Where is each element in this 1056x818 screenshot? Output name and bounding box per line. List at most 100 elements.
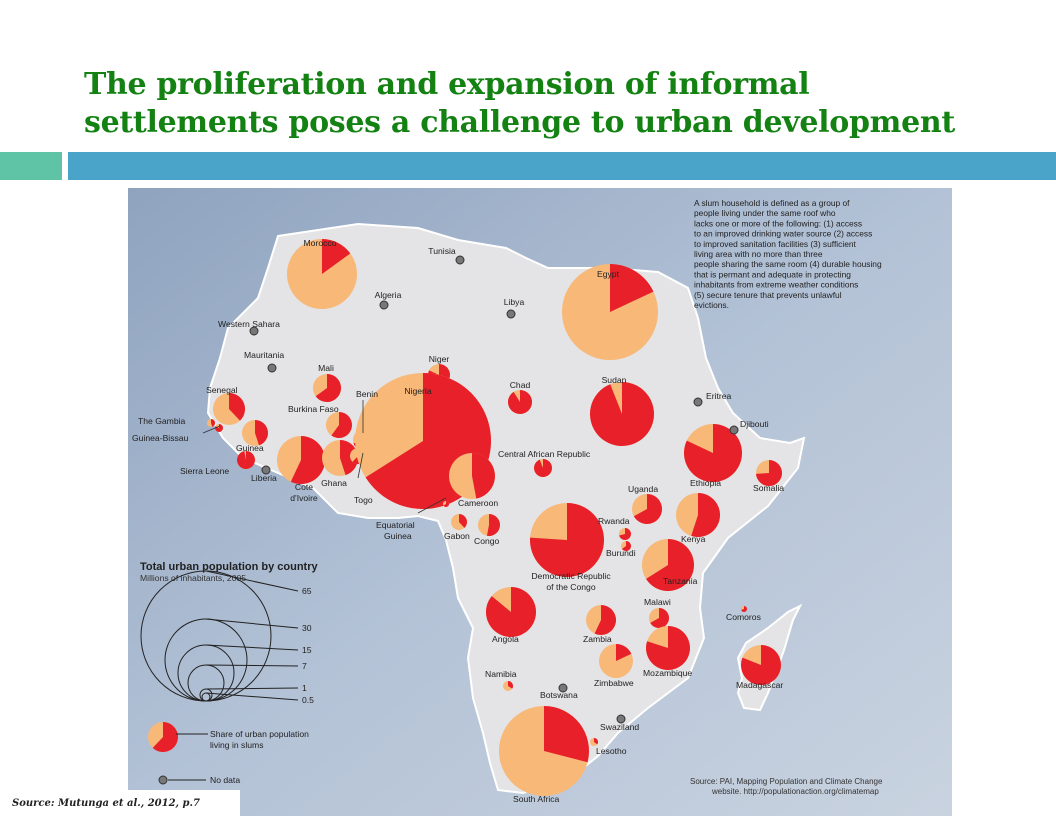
credit-line: website. http://populationaction.org/cli… bbox=[711, 787, 879, 796]
label-swaziland: Swaziland bbox=[600, 722, 639, 732]
label-libya: Libya bbox=[504, 297, 525, 307]
legend-size-label: 7 bbox=[302, 661, 307, 671]
pie-egypt bbox=[562, 264, 658, 360]
source-note: Source: Mutunga et al., 2012, p.7 bbox=[6, 790, 240, 816]
label-namibia: Namibia bbox=[485, 669, 517, 679]
map-legend: Total urban population by countryMillion… bbox=[140, 561, 319, 785]
label-south-africa: South Africa bbox=[513, 794, 560, 804]
label-nigeria: Nigeria bbox=[404, 386, 431, 396]
legend-share-label-2: living in slums bbox=[210, 740, 264, 750]
legend-size-line bbox=[205, 570, 299, 592]
definition-line: (5) secure tenure that prevents unlawful bbox=[694, 290, 842, 300]
map-credit: Source: PAI, Mapping Population and Clim… bbox=[690, 777, 883, 796]
legend-no-data-marker bbox=[158, 775, 168, 785]
label-mauritania: Mauritania bbox=[244, 350, 284, 360]
pie-sudan bbox=[589, 382, 654, 446]
label-kenya: Kenya bbox=[681, 534, 706, 544]
label-western-sahara: Western Sahara bbox=[218, 319, 280, 329]
label-guinea: Guinea bbox=[384, 531, 412, 541]
label-eritrea: Eritrea bbox=[706, 391, 732, 401]
pie-congo bbox=[478, 514, 501, 536]
label-senegal: Senegal bbox=[206, 385, 238, 395]
definition-line: to an improved drinking water source (2)… bbox=[694, 229, 872, 239]
pie-zimbabwe bbox=[599, 644, 633, 678]
label-egypt: Egypt bbox=[597, 269, 620, 279]
label-the-gambia: The Gambia bbox=[138, 416, 186, 426]
label-benin: Benin bbox=[356, 389, 378, 399]
pie-morocco bbox=[287, 239, 357, 309]
label-chad: Chad bbox=[510, 380, 531, 390]
label-of-the-congo: of the Congo bbox=[546, 582, 595, 592]
legend-size-label: 65 bbox=[302, 586, 312, 596]
pie-namibia bbox=[503, 681, 513, 691]
label-liberia: Liberia bbox=[251, 473, 277, 483]
label-d-ivoire: d'Ivoire bbox=[290, 493, 318, 503]
label-equatorial: Equatorial bbox=[376, 520, 415, 530]
label-gabon: Gabon bbox=[444, 531, 470, 541]
label-comoros: Comoros bbox=[726, 612, 761, 622]
pie-mali bbox=[313, 374, 341, 402]
no-data-swaziland bbox=[616, 714, 626, 724]
label-tanzania: Tanzania bbox=[663, 576, 698, 586]
label-central-african-republic: Central African Republic bbox=[498, 449, 591, 459]
legend-size-label: 15 bbox=[302, 645, 312, 655]
pie-rwanda bbox=[619, 528, 631, 540]
label-madagascar: Madagascar bbox=[736, 680, 783, 690]
no-data-tunisia bbox=[455, 255, 465, 265]
legend-share-label-1: Share of urban population bbox=[210, 729, 309, 739]
legend-size-label: 30 bbox=[302, 623, 312, 633]
label-democratic-republic: Democratic Republic bbox=[531, 571, 611, 581]
legend-size-label: 0.5 bbox=[302, 695, 314, 705]
label-angola: Angola bbox=[492, 634, 519, 644]
legend-size-line bbox=[205, 692, 299, 701]
definition-line: to improved sanitation facilities (3) su… bbox=[694, 239, 857, 249]
label-rwanda: Rwanda bbox=[598, 516, 630, 526]
legend-no-data-label: No data bbox=[210, 775, 240, 785]
pie-angola bbox=[486, 587, 536, 637]
pie-lesotho bbox=[590, 738, 598, 746]
country-labels: Morocco Tunisia Egypt Algeria Libya Western S… bbox=[132, 238, 784, 804]
definition-line: lacks one or more of the following: (1) … bbox=[694, 218, 862, 228]
pie-zambia bbox=[586, 605, 616, 635]
definition-line: people living under the same roof who bbox=[694, 208, 836, 218]
no-data-libya bbox=[506, 309, 516, 319]
slum-definition-text: A slum household is defined as a group o… bbox=[694, 198, 882, 310]
label-ethiopia: Ethiopia bbox=[690, 478, 721, 488]
definition-line: living area with no more than three bbox=[694, 249, 823, 259]
pie-somalia bbox=[756, 460, 782, 487]
no-data-botswana bbox=[558, 683, 568, 693]
label-sudan: Sudan bbox=[602, 375, 627, 385]
legend-size-label: 1 bbox=[302, 683, 307, 693]
label-tunisia: Tunisia bbox=[428, 246, 456, 256]
accent-bar-right bbox=[68, 152, 1056, 180]
label-morocco: Morocco bbox=[304, 238, 337, 248]
label-uganda: Uganda bbox=[628, 484, 658, 494]
definition-line: A slum household is defined as a group o… bbox=[694, 198, 850, 208]
pie-cote-d-ivoire bbox=[277, 436, 325, 485]
label-botswana: Botswana bbox=[540, 690, 578, 700]
pie-equatorial-guinea bbox=[443, 501, 449, 507]
pie-ghana bbox=[322, 440, 358, 476]
pie-legend-share-example bbox=[148, 722, 179, 752]
no-data-mauritania bbox=[267, 363, 277, 373]
label-niger: Niger bbox=[429, 354, 450, 364]
label-cote: Cote bbox=[295, 482, 313, 492]
pie-madagascar bbox=[741, 645, 782, 685]
legend-size-line bbox=[205, 644, 299, 651]
credit-line: Source: PAI, Mapping Population and Clim… bbox=[690, 777, 883, 786]
africa-slum-map: Morocco Tunisia Egypt Algeria Libya Western S… bbox=[128, 188, 952, 816]
pie-the-gambia bbox=[207, 419, 216, 427]
slide-title: The proliferation and expansion of infor… bbox=[84, 66, 1044, 142]
country-bubbles bbox=[207, 239, 782, 796]
label-sierra-leone: Sierra Leone bbox=[180, 466, 229, 476]
label-burkina-faso: Burkina Faso bbox=[288, 404, 339, 414]
pie-burundi bbox=[621, 541, 631, 551]
label-congo: Congo bbox=[474, 536, 500, 546]
pie-tanzania bbox=[642, 539, 695, 592]
no-data-markers bbox=[249, 255, 739, 724]
pie-burkina-faso bbox=[326, 412, 352, 438]
label-ghana: Ghana bbox=[321, 478, 347, 488]
pie-senegal bbox=[213, 393, 245, 425]
pie-chad bbox=[508, 390, 532, 415]
label-guinea-bissau: Guinea-Bissau bbox=[132, 433, 189, 443]
